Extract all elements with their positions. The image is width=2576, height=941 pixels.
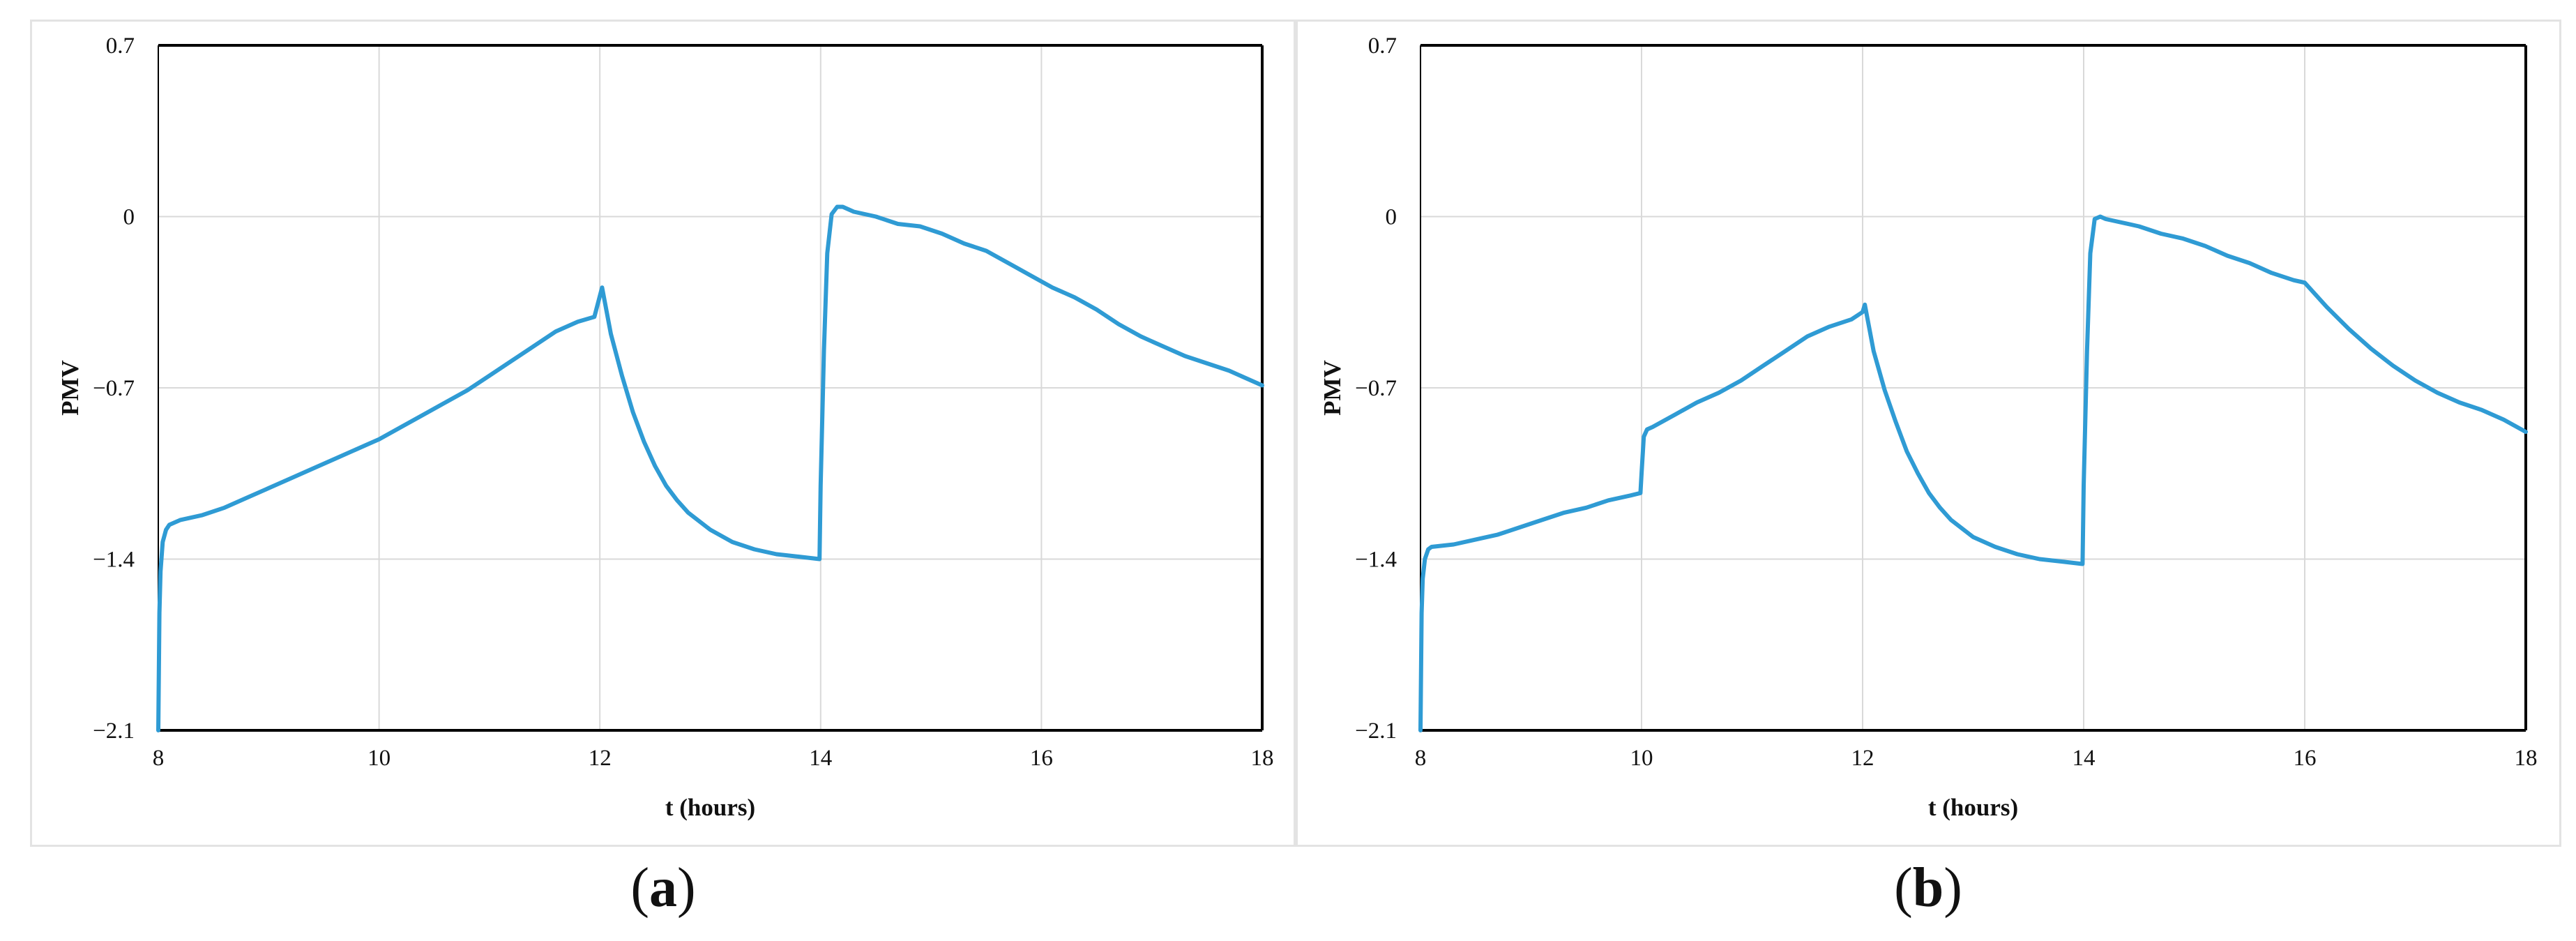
y-tick-label: −2.1	[1355, 718, 1397, 744]
x-tick-label: 16	[2294, 746, 2317, 771]
x-tick-label: 10	[1630, 746, 1653, 771]
y-tick-label: 0.7	[106, 33, 135, 59]
y-tick-label: −1.4	[1355, 548, 1397, 573]
panel-b-frame	[1296, 20, 2561, 847]
y-tick-label: 0	[1386, 205, 1397, 230]
x-tick-label: 18	[2515, 746, 2538, 771]
chart-b: 8 10 12 14 16 18 0.7 0 −0.7 −1.4 −2.1 t (hours) PMV	[1319, 33, 2538, 821]
y-tick-label: −0.7	[1355, 376, 1397, 401]
y-tick-label: 0.7	[1368, 33, 1397, 59]
y-axis-label: PMV	[56, 360, 84, 416]
y-tick-label: −0.7	[93, 376, 135, 401]
caption-a: (a)	[630, 857, 696, 919]
x-tick-label: 12	[1851, 746, 1874, 771]
x-tick-label: 8	[153, 746, 165, 771]
y-tick-label: 0	[123, 205, 135, 230]
x-tick-label: 10	[368, 746, 391, 771]
x-tick-label: 16	[1030, 746, 1053, 771]
caption-b-letter: b	[1912, 857, 1944, 919]
x-axis-label: t (hours)	[665, 794, 755, 821]
x-tick-label: 8	[1415, 746, 1427, 771]
y-tick-label: −1.4	[93, 548, 135, 573]
x-tick-label: 18	[1251, 746, 1274, 771]
caption-a-letter: a	[649, 857, 677, 919]
chart-a: 8 10 12 14 16 18 0.7 0 −0.7 −1.4 −2.1 t (hours) PMV	[56, 33, 1274, 821]
y-tick-label: −2.1	[93, 718, 135, 744]
pmv-series-line	[156, 204, 1264, 732]
caption-b: (b)	[1894, 857, 1962, 919]
y-axis-label: PMV	[1319, 360, 1346, 416]
pmv-series-line	[1418, 214, 2528, 732]
x-tick-label: 14	[809, 746, 832, 771]
panel-a-frame	[30, 20, 1296, 847]
x-tick-label: 12	[589, 746, 612, 771]
x-tick-label: 14	[2073, 746, 2096, 771]
x-axis-label: t (hours)	[1928, 794, 2018, 821]
